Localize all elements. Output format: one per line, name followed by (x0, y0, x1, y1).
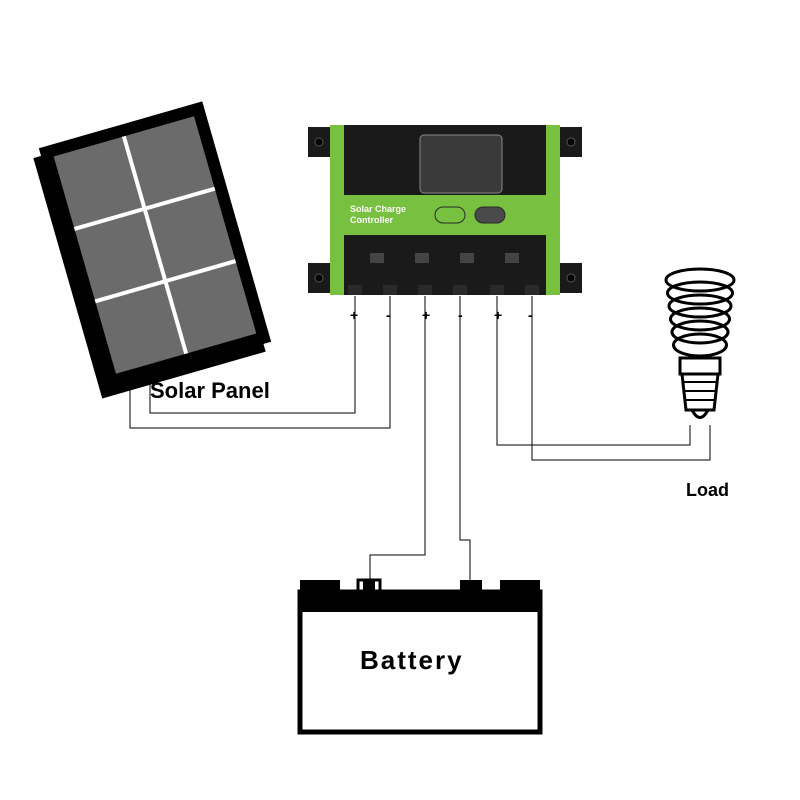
terminal-mark-2p: + (422, 307, 430, 323)
terminal-mark-1n: - (386, 307, 391, 323)
diagram-svg (0, 0, 800, 800)
terminal-mark-1p: + (350, 307, 358, 323)
terminal-mark-3n: - (528, 307, 533, 323)
terminal-mark-3p: + (494, 307, 502, 323)
bulb-icon (666, 269, 734, 418)
terminal-mark-2n: - (458, 307, 463, 323)
label-load: Load (686, 480, 729, 501)
label-battery: Battery (360, 645, 464, 676)
label-controller-2: Controller (350, 215, 393, 225)
diagram-stage: Solar Panel Battery Load + - + - + - Sol… (0, 0, 800, 800)
solar-panel-icon (31, 101, 273, 398)
label-solar-panel: Solar Panel (150, 378, 270, 404)
label-controller-1: Solar Charge (350, 204, 406, 214)
